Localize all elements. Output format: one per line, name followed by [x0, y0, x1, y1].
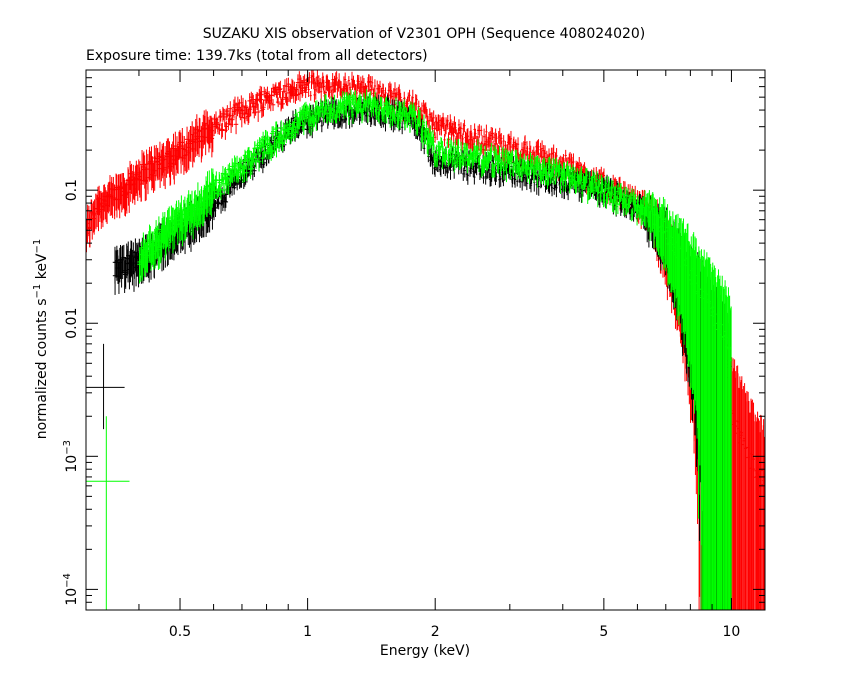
plot-area [85, 70, 765, 610]
series-2 [86, 89, 733, 610]
series-1 [86, 93, 732, 610]
chart-subtitle: Exposure time: 139.7ks (total from all d… [86, 48, 428, 64]
series-0 [85, 70, 765, 610]
chart-title: SUZAKU XIS observation of V2301 OPH (Seq… [203, 26, 646, 42]
